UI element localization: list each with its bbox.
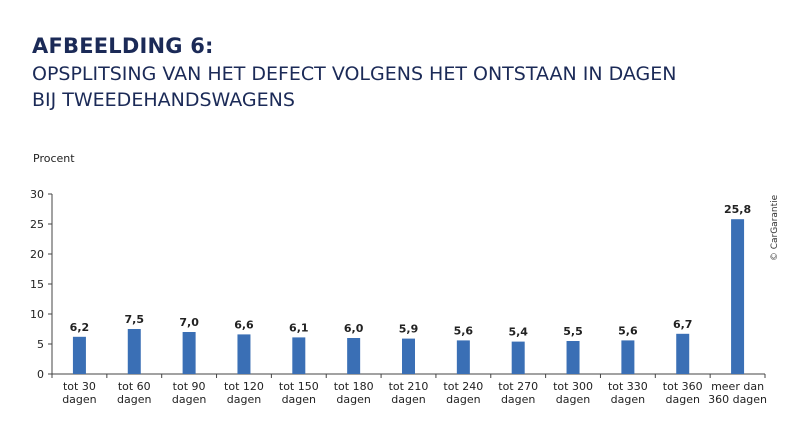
bar-value-label: 7,0 — [179, 316, 199, 329]
x-tick-label: tot 30 dagen — [62, 380, 96, 406]
y-tick-label: 5 — [37, 338, 44, 351]
x-tick-label-line: tot 330 — [608, 380, 648, 393]
bar-value-label: 5,5 — [563, 325, 583, 338]
bar — [292, 337, 306, 374]
x-tick-label: tot 120 dagen — [224, 380, 264, 406]
chart-title: AFBEELDING 6: — [32, 34, 214, 58]
x-tick-label-line: dagen — [227, 393, 261, 406]
x-tick-label-line: dagen — [611, 393, 645, 406]
x-tick-label-line: tot 360 — [663, 380, 703, 393]
x-tick-label-line: dagen — [172, 393, 206, 406]
x-tick-label: tot 270 dagen — [498, 380, 538, 406]
x-tick-label-line: tot 30 — [63, 380, 96, 393]
x-tick-label-line: tot 270 — [498, 380, 538, 393]
x-tick-label: tot 300 dagen — [553, 380, 593, 406]
copyright-notice: © CarGarantie — [770, 194, 780, 262]
bar-value-label: 5,9 — [399, 323, 419, 336]
bar — [566, 341, 580, 374]
bar — [72, 336, 86, 374]
x-tick-label: meer dan 360 dagen — [708, 380, 767, 406]
x-tick-label-line: dagen — [501, 393, 535, 406]
x-tick-label-line: tot 210 — [389, 380, 429, 393]
bar-value-label: 6,6 — [234, 318, 254, 331]
x-tick-label: tot 60 dagen — [117, 380, 151, 406]
x-tick-label: tot 180 dagen — [334, 380, 374, 406]
x-tick-label-line: dagen — [62, 393, 96, 406]
x-tick-label: tot 330 dagen — [608, 380, 648, 406]
x-tick-label: tot 240 dagen — [443, 380, 483, 406]
x-tick-label-line: dagen — [391, 393, 425, 406]
x-tick-label-line: dagen — [666, 393, 700, 406]
x-tick-label-line: tot 120 — [224, 380, 264, 393]
bar — [182, 332, 196, 374]
x-tick-label: tot 360 dagen — [663, 380, 703, 406]
y-tick-label: 0 — [37, 368, 44, 381]
bar — [676, 333, 690, 374]
x-tick-label-line: tot 60 — [118, 380, 151, 393]
x-tick-label-line: tot 150 — [279, 380, 319, 393]
bar — [456, 340, 470, 374]
bar-value-label: 6,0 — [344, 322, 364, 335]
bar — [347, 338, 361, 374]
x-tick-label-line: 360 dagen — [708, 393, 767, 406]
y-tick-label: 10 — [30, 308, 44, 321]
bar-value-label: 6,2 — [70, 321, 90, 334]
bar-value-label: 5,6 — [454, 324, 474, 337]
bar-value-label: 7,5 — [125, 313, 145, 326]
x-tick-label-line: dagen — [117, 393, 151, 406]
x-tick-label: tot 210 dagen — [389, 380, 429, 406]
bar-value-label: 5,6 — [618, 324, 638, 337]
x-tick-label: tot 90 dagen — [172, 380, 206, 406]
bar-value-label: 5,4 — [508, 326, 528, 339]
bar-value-label: 6,7 — [673, 318, 693, 331]
x-tick-label: tot 150 dagen — [279, 380, 319, 406]
x-tick-label-line: tot 240 — [443, 380, 483, 393]
bar-value-label: 6,1 — [289, 321, 309, 334]
chart-subtitle-line-2: BIJ TWEEDEHANDSWAGENS — [32, 89, 295, 111]
bar — [402, 338, 415, 374]
x-tick-label-line: tot 180 — [334, 380, 374, 393]
x-tick-label-line: dagen — [282, 393, 316, 406]
bar — [731, 219, 745, 374]
y-tick-label: 15 — [30, 278, 44, 291]
y-tick-label: 20 — [30, 248, 44, 261]
chart-subtitle-line-1: OPSPLITSING VAN HET DEFECT VOLGENS HET O… — [32, 63, 677, 85]
x-tick-label-line: dagen — [336, 393, 370, 406]
x-tick-label-line: tot 300 — [553, 380, 593, 393]
x-tick-label-line: dagen — [556, 393, 590, 406]
bar — [511, 341, 525, 374]
bar-value-label: 25,8 — [724, 203, 751, 216]
bar — [621, 340, 635, 374]
x-tick-label-line: meer dan — [711, 380, 764, 393]
y-tick-label: 30 — [30, 188, 44, 201]
bar — [127, 329, 141, 374]
x-tick-label-line: dagen — [446, 393, 480, 406]
bar — [237, 334, 251, 374]
y-tick-label: 25 — [30, 218, 44, 231]
x-tick-label-line: tot 90 — [173, 380, 206, 393]
y-axis-label: Procent — [33, 152, 75, 165]
